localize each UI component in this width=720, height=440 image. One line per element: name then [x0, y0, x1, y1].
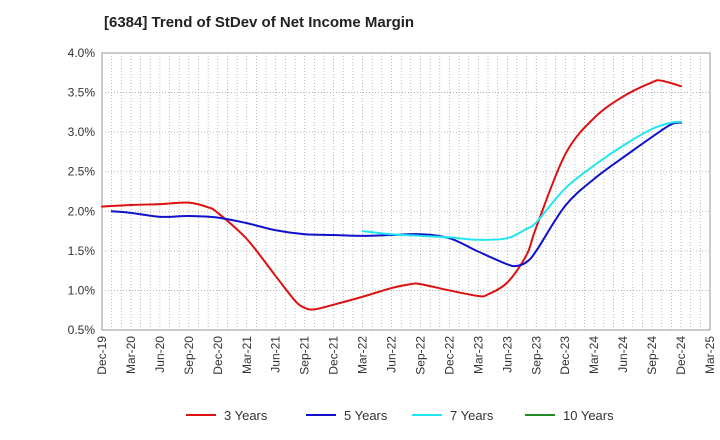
chart-title: [6384] Trend of StDev of Net Income Marg… [104, 14, 415, 31]
x-tick-label: Jun-20 [153, 336, 167, 373]
axes: 0.5% 1.0% 1.5% 2.0% 2.5% 3.0% 3.5% 4.0% Dec-19 Ma… [68, 46, 717, 375]
x-tick-label: Sep-22 [413, 336, 427, 375]
x-tick-label: Sep-24 [645, 336, 659, 375]
x-tick-label: Mar-24 [587, 336, 601, 374]
y-tick-label: 1.0% [68, 283, 96, 297]
series-line-5-years [110, 121, 683, 268]
x-tick-label: Sep-21 [298, 336, 312, 375]
y-tick-label: 3.5% [68, 86, 96, 100]
x-tick-label: Jun-23 [500, 336, 514, 373]
x-tick-label: Mar-21 [240, 336, 254, 374]
x-tick-label: Dec-20 [211, 336, 225, 375]
x-tick-label: Dec-21 [327, 336, 341, 375]
x-tick-label: Mar-25 [703, 336, 717, 374]
grid-lines [102, 53, 710, 330]
x-tick-label: Sep-23 [529, 336, 543, 375]
x-tick-label: Mar-23 [471, 336, 485, 374]
series-lines [101, 79, 683, 311]
y-tick-label: 0.5% [68, 323, 96, 337]
y-tick-label: 3.0% [68, 125, 96, 139]
x-tick-label: Jun-22 [385, 336, 399, 373]
x-tick-label: Jun-21 [269, 336, 283, 373]
y-tick-label: 4.0% [68, 46, 96, 60]
y-tick-label: 1.5% [68, 244, 96, 258]
x-tick-label: Jun-24 [616, 336, 630, 373]
legend-label-3-years: 3 Years [224, 408, 268, 423]
legend-label-7-years: 7 Years [450, 408, 494, 423]
plot-area [101, 52, 711, 331]
x-tick-label: Mar-20 [124, 336, 138, 374]
y-tick-label: 2.5% [68, 165, 96, 179]
legend-label-5-years: 5 Years [344, 408, 388, 423]
x-tick-label: Dec-24 [674, 336, 688, 375]
x-tick-label: Dec-22 [442, 336, 456, 375]
y-tick-label: 2.0% [68, 204, 96, 218]
legend: 3 Years 5 Years 7 Years 10 Years [186, 408, 614, 423]
series-line-3-years [101, 79, 683, 311]
x-tick-label: Mar-22 [356, 336, 370, 374]
x-tick-label: Dec-23 [558, 336, 572, 375]
x-tick-label: Sep-20 [182, 336, 196, 375]
series-line-7-years [361, 120, 683, 241]
x-tick-label: Dec-19 [95, 336, 109, 375]
legend-label-10-years: 10 Years [563, 408, 614, 423]
